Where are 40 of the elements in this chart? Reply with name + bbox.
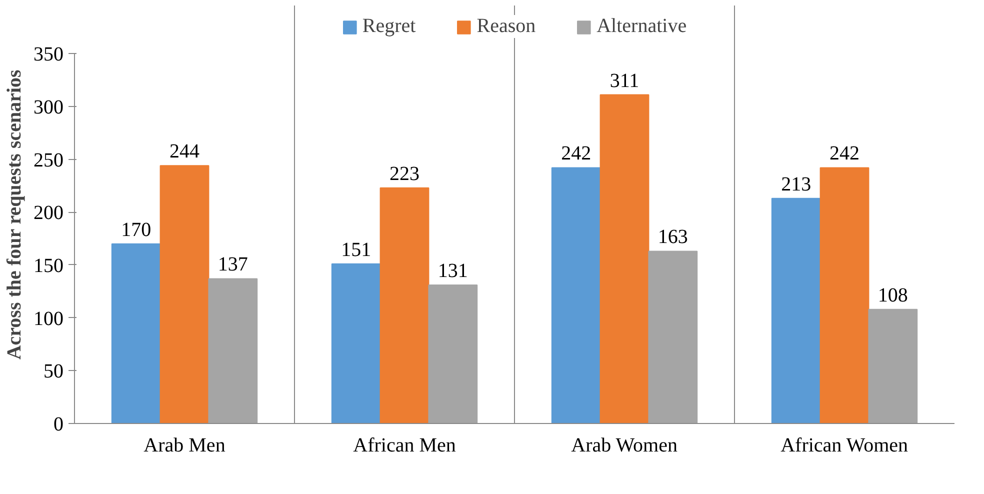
legend-label: Alternative bbox=[596, 15, 687, 38]
x-tick-label: Arab Men bbox=[144, 434, 226, 456]
bar bbox=[111, 243, 161, 424]
legend-label: Reason bbox=[476, 15, 536, 38]
bar bbox=[331, 263, 381, 424]
y-tick-label: 0 bbox=[54, 414, 64, 436]
data-label: 108 bbox=[878, 284, 908, 306]
bar bbox=[600, 94, 650, 424]
bar bbox=[820, 167, 870, 424]
y-tick-label: 300 bbox=[34, 96, 64, 118]
data-label: 137 bbox=[218, 254, 248, 276]
y-axis-title: Across the four requests scenarios bbox=[4, 69, 26, 360]
data-label: 244 bbox=[170, 140, 200, 163]
data-label: 242 bbox=[830, 142, 860, 165]
y-tick-label: 100 bbox=[34, 308, 64, 330]
data-label: 223 bbox=[390, 162, 420, 185]
data-label: 213 bbox=[781, 173, 812, 196]
data-label: 311 bbox=[610, 70, 640, 92]
x-tick-label: African Women bbox=[780, 434, 908, 456]
bar bbox=[380, 187, 430, 424]
bar bbox=[648, 250, 698, 424]
bar bbox=[160, 165, 210, 424]
data-label: 131 bbox=[438, 260, 468, 282]
bar bbox=[208, 278, 258, 424]
data-label: 170 bbox=[121, 218, 152, 241]
y-tick-label: 250 bbox=[34, 149, 64, 172]
legend-label: Regret bbox=[362, 15, 416, 38]
x-tick-label: African Men bbox=[353, 434, 456, 456]
data-label: 242 bbox=[561, 142, 592, 165]
data-label: 151 bbox=[341, 238, 372, 261]
y-tick-label: 350 bbox=[34, 44, 64, 66]
bar bbox=[428, 284, 478, 424]
bar bbox=[868, 308, 918, 424]
y-tick-label: 150 bbox=[34, 254, 64, 277]
x-tick-label: Arab Women bbox=[571, 434, 678, 456]
bar bbox=[551, 167, 601, 424]
y-tick-label: 50 bbox=[44, 360, 64, 383]
y-tick-label: 200 bbox=[34, 202, 64, 224]
data-label: 163 bbox=[658, 226, 688, 248]
bar bbox=[771, 198, 821, 424]
